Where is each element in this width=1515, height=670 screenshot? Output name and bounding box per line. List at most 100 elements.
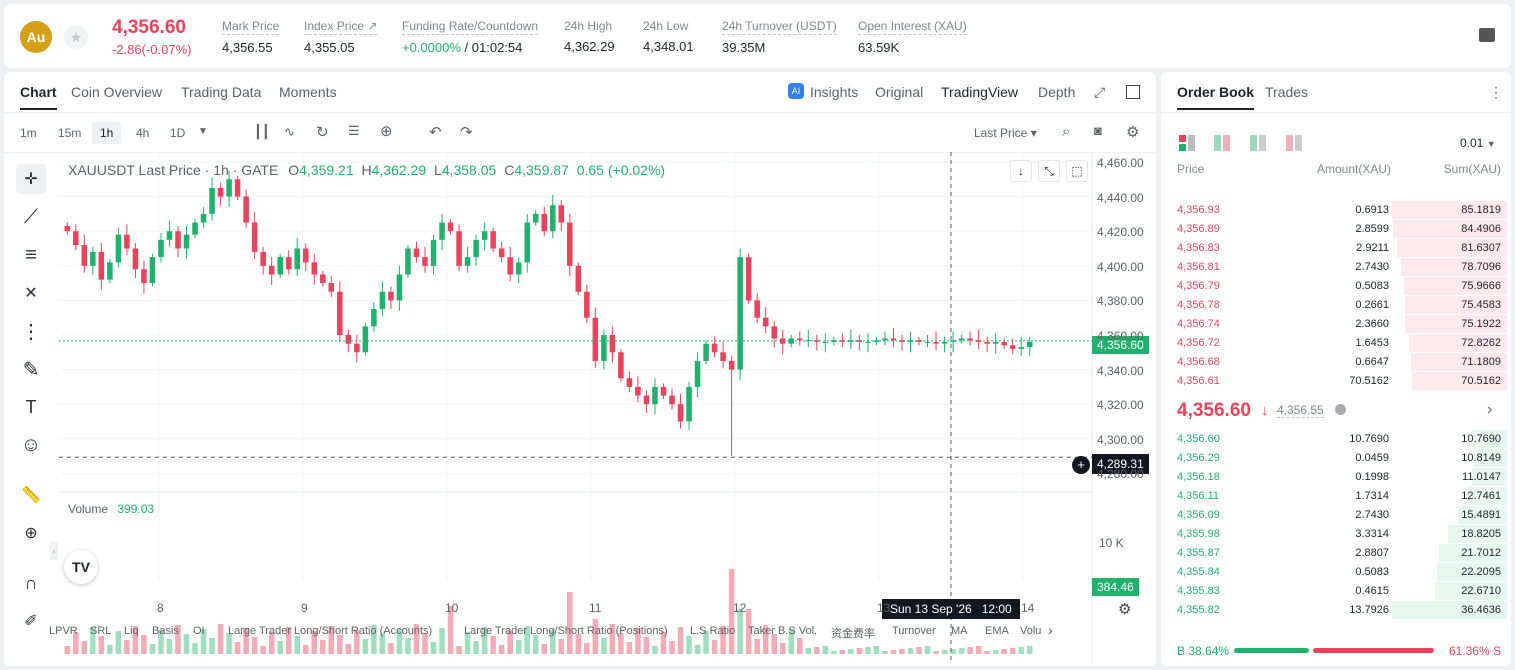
timeframe-dropdown-icon[interactable]: ▼: [198, 126, 208, 137]
tf-1h[interactable]: 1h: [92, 122, 122, 144]
indicator-tab[interactable]: Taker B.S Vol.: [748, 625, 818, 637]
bid-row[interactable]: 4,356.09 2.7430 15.4891: [1161, 505, 1511, 524]
candle-body: [728, 360, 735, 370]
brush-tool-icon[interactable]: ✎: [22, 358, 40, 381]
ask-row[interactable]: 4,356.74 2.3660 75.1922: [1161, 314, 1511, 333]
indicator-tab[interactable]: MA: [951, 625, 968, 637]
expand-icon[interactable]: ⤢: [1094, 84, 1106, 100]
indicator-tab[interactable]: Large Trader Long/Short Ratio (Positions…: [464, 625, 668, 637]
tab-order-book[interactable]: Order Book: [1177, 84, 1255, 110]
alert-add-icon[interactable]: ⊕: [380, 123, 393, 140]
volume-bar: [865, 647, 871, 654]
bid-row[interactable]: 4,356.29 0.0459 10.8149: [1161, 448, 1511, 467]
indicator-tab[interactable]: Basis: [152, 625, 179, 637]
indicators-scroll-right-icon[interactable]: ›: [1048, 622, 1053, 638]
bid-row[interactable]: 4,356.60 10.7690 10.7690: [1161, 429, 1511, 448]
indicator-tab[interactable]: Liq: [124, 625, 139, 637]
indicator-tab[interactable]: 资金费率: [831, 628, 875, 640]
add-alert-icon[interactable]: +: [1072, 456, 1090, 474]
both-sides-view-icon[interactable]: [1179, 135, 1195, 151]
view-insights[interactable]: Insights: [810, 84, 859, 100]
camera-icon[interactable]: ◙: [1094, 123, 1102, 138]
indicator-tab[interactable]: OI: [193, 625, 205, 637]
candle-body: [592, 317, 599, 361]
chart-settings-icon[interactable]: ⚙: [1118, 601, 1132, 618]
ask-row[interactable]: 4,356.89 2.8599 84.4906: [1161, 219, 1511, 238]
tf-15m[interactable]: 15m: [58, 126, 82, 140]
indicator-tab[interactable]: EMA: [985, 625, 1009, 637]
indicator-tab[interactable]: Turnover: [892, 625, 936, 637]
index-price-stat[interactable]: Index Price ↗ 4,355.05: [304, 18, 378, 55]
bid-row[interactable]: 4,355.82 13.7926 36.4636: [1161, 600, 1511, 619]
bid-row[interactable]: 4,355.83 0.4615 22.6710: [1161, 581, 1511, 600]
view-depth[interactable]: Depth: [1038, 84, 1076, 100]
indicator-tab[interactable]: L.S Ratio: [690, 625, 736, 637]
tab-coin-overview[interactable]: Coin Overview: [71, 84, 163, 100]
ask-row[interactable]: 4,356.61 70.5162 70.5162: [1161, 371, 1511, 390]
horizontal-lines-tool-icon[interactable]: ≡: [25, 243, 37, 266]
favorite-star-icon[interactable]: ★: [64, 25, 88, 49]
chevron-right-icon[interactable]: ›: [1487, 401, 1493, 418]
ask-row[interactable]: 4,356.72 1.6453 72.8262: [1161, 333, 1511, 352]
tf-4h[interactable]: 4h: [136, 126, 150, 140]
ask-row[interactable]: 4,356.81 2.7430 78.7096: [1161, 257, 1511, 276]
search-icon[interactable]: ⌕: [1062, 123, 1071, 140]
precision-select[interactable]: 0.01 ▼: [1460, 136, 1496, 150]
ask-row[interactable]: 4,356.83 2.9211 81.6307: [1161, 238, 1511, 257]
ruler-tool-icon[interactable]: 📏: [21, 487, 41, 504]
indicator-tab[interactable]: SRL: [90, 625, 112, 637]
fullscreen-icon[interactable]: [1126, 85, 1140, 99]
tab-moments[interactable]: Moments: [279, 84, 337, 100]
replay-icon[interactable]: ↻: [316, 124, 329, 141]
more-icon[interactable]: ⋮: [1489, 84, 1503, 100]
tf-1d[interactable]: 1D: [170, 126, 186, 140]
tab-trades[interactable]: Trades: [1265, 84, 1309, 100]
bid-row[interactable]: 4,355.87 2.8807 21.7012: [1161, 543, 1511, 562]
scroll-down-icon[interactable]: ↓: [1010, 160, 1032, 182]
bid-row[interactable]: 4,355.98 3.3314 18.8205: [1161, 524, 1511, 543]
buy-only-view-icon[interactable]: [1250, 135, 1266, 151]
pencil-lock-icon[interactable]: ✐: [24, 613, 38, 630]
maximize-icon[interactable]: ⬚: [1066, 160, 1088, 182]
fib-tool-icon[interactable]: ⋮: [21, 320, 41, 343]
candle-body: [217, 187, 224, 197]
book-icon[interactable]: [1479, 28, 1495, 42]
volume-bar: [473, 641, 479, 654]
bids-view-icon[interactable]: [1214, 135, 1230, 151]
ask-row[interactable]: 4,356.79 0.5083 75.9666: [1161, 276, 1511, 295]
bid-row[interactable]: 4,356.11 1.7314 12.7461: [1161, 486, 1511, 505]
indicator-tab[interactable]: Volu: [1020, 625, 1042, 637]
pattern-tool-icon[interactable]: ✕: [24, 285, 38, 302]
ask-row[interactable]: 4,356.68 0.6647 71.1809: [1161, 352, 1511, 371]
tab-trading-data[interactable]: Trading Data: [181, 84, 262, 100]
redo-icon[interactable]: ↷: [460, 124, 473, 141]
candle-type-icon[interactable]: ┃┃: [254, 124, 270, 139]
undo-icon[interactable]: ↶: [429, 124, 442, 141]
crosshair-tool-icon[interactable]: ✛: [16, 164, 46, 194]
indicator-tab[interactable]: LPVR: [49, 625, 78, 637]
indicators-icon[interactable]: ∿: [284, 124, 295, 139]
magnet-tool-icon[interactable]: ∩: [24, 572, 38, 593]
ask-row[interactable]: 4,356.78 0.2661 75.4583: [1161, 295, 1511, 314]
collapse-icon[interactable]: ⤡: [1038, 160, 1060, 182]
indicator-tab[interactable]: Large Trader Long/Short Ratio (Accounts): [228, 625, 433, 637]
price-chart[interactable]: [59, 152, 1155, 664]
settings-gear-icon[interactable]: ⚙: [1126, 124, 1140, 141]
ask-row[interactable]: 4,356.93 0.6913 85.1819: [1161, 200, 1511, 219]
zoom-tool-icon[interactable]: ⊕: [24, 525, 38, 542]
price-type-select[interactable]: Last Price ▾: [974, 126, 1037, 140]
trend-line-tool-icon[interactable]: ⟋: [24, 205, 38, 228]
tab-chart[interactable]: Chart: [20, 84, 57, 110]
templates-icon[interactable]: ☰: [348, 123, 360, 138]
text-tool-icon[interactable]: T: [25, 396, 37, 417]
view-original[interactable]: Original: [875, 84, 924, 100]
tf-1m[interactable]: 1m: [20, 126, 37, 140]
collapse-toolbar-icon[interactable]: ‹: [50, 542, 58, 560]
info-icon: [1335, 404, 1346, 415]
bid-row[interactable]: 4,355.84 0.5083 22.2095: [1161, 562, 1511, 581]
view-tradingview[interactable]: TradingView: [941, 84, 1019, 100]
sell-only-view-icon[interactable]: [1286, 135, 1302, 151]
emoji-tool-icon[interactable]: ☺: [20, 433, 42, 456]
bid-row[interactable]: 4,356.18 0.1998 11.0147: [1161, 467, 1511, 486]
volume-bar: [941, 650, 948, 654]
